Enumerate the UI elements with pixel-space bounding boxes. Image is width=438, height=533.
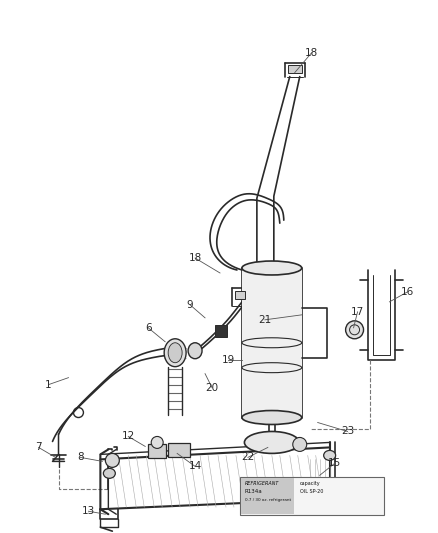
Circle shape [151,437,163,448]
Ellipse shape [244,432,299,454]
Bar [288,64,302,72]
Text: 21: 21 [258,315,272,325]
Text: 19: 19 [221,354,235,365]
Text: 6: 6 [145,323,152,333]
Ellipse shape [324,450,336,461]
Text: OIL SP-20: OIL SP-20 [300,489,323,494]
Text: 1: 1 [45,379,52,390]
Circle shape [293,438,307,451]
Text: 23: 23 [341,426,354,437]
Bar [215,325,227,337]
Text: 17: 17 [351,307,364,317]
Bar [242,268,302,417]
Text: 22: 22 [241,453,254,463]
Bar [168,443,190,457]
Ellipse shape [164,339,186,367]
Text: 15: 15 [328,458,341,469]
Ellipse shape [103,469,115,478]
Ellipse shape [188,343,202,359]
Text: capacity: capacity [300,481,320,486]
Text: 0.7 / 30 oz. refrigerant: 0.7 / 30 oz. refrigerant [245,498,291,502]
Text: 18: 18 [188,253,202,263]
Bar [240,478,385,515]
Ellipse shape [242,410,302,424]
Text: 7: 7 [35,442,42,453]
Ellipse shape [168,343,182,362]
Text: R134a: R134a [245,489,263,494]
Text: 16: 16 [401,287,414,297]
Text: 18: 18 [305,47,318,58]
Ellipse shape [242,261,302,275]
Text: 9: 9 [187,300,194,310]
Text: 8: 8 [77,453,84,463]
Text: 12: 12 [122,431,135,441]
Bar [235,291,245,299]
Ellipse shape [106,454,119,467]
Text: 14: 14 [188,462,202,471]
Text: 13: 13 [82,506,95,516]
Bar [241,478,294,514]
Bar [148,445,166,458]
Text: 20: 20 [205,383,219,393]
Text: REFRIGERANT: REFRIGERANT [245,481,279,486]
Circle shape [346,321,364,339]
